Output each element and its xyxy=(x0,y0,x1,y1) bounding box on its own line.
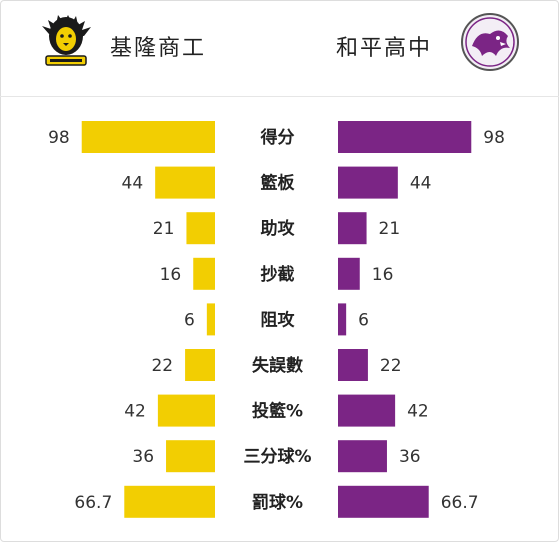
header: 基隆商工 和平高中 xyxy=(0,0,559,96)
value-label-left-7: 36 xyxy=(132,447,154,467)
value-label-right-0: 98 xyxy=(483,128,505,148)
category-label-8: 罰球% xyxy=(252,493,303,513)
value-label-left-2: 21 xyxy=(153,219,175,239)
bar-left-8 xyxy=(124,485,215,518)
bar-left-2 xyxy=(186,212,215,245)
value-label-left-4: 6 xyxy=(184,310,195,330)
bar-right-1 xyxy=(338,166,398,199)
value-label-left-6: 42 xyxy=(124,402,146,422)
value-label-right-3: 16 xyxy=(372,265,394,285)
bar-right-4 xyxy=(338,303,347,336)
value-label-left-8: 66.7 xyxy=(74,493,112,513)
header-divider xyxy=(0,96,559,97)
category-label-1: 籃板 xyxy=(260,173,296,194)
value-label-right-5: 22 xyxy=(380,356,402,376)
bar-left-4 xyxy=(206,303,215,336)
value-label-right-2: 21 xyxy=(379,219,401,239)
bar-right-7 xyxy=(338,440,387,473)
home-team-name: 基隆商工 xyxy=(110,36,207,61)
bar-right-6 xyxy=(338,394,396,427)
value-label-right-1: 44 xyxy=(410,174,432,194)
category-label-6: 投籃% xyxy=(252,401,303,422)
away-team-name: 和平高中 xyxy=(336,36,433,61)
category-label-0: 得分 xyxy=(260,127,295,148)
value-label-left-1: 44 xyxy=(122,174,144,194)
value-label-right-4: 6 xyxy=(358,310,369,330)
bar-left-6 xyxy=(157,394,215,427)
bar-left-7 xyxy=(166,440,215,473)
category-label-4: 阻攻 xyxy=(261,309,296,330)
lion-icon xyxy=(36,12,96,72)
bar-right-5 xyxy=(338,349,368,381)
value-label-left-5: 22 xyxy=(151,356,173,376)
bar-right-2 xyxy=(338,212,367,245)
bar-left-5 xyxy=(185,349,215,381)
value-label-right-8: 66.7 xyxy=(441,493,479,513)
dragon-icon xyxy=(460,12,520,72)
bar-left-0 xyxy=(81,121,215,153)
category-label-7: 三分球% xyxy=(243,447,311,467)
bar-left-3 xyxy=(193,257,215,290)
category-label-3: 抄截 xyxy=(261,264,295,285)
bar-right-3 xyxy=(338,257,360,290)
category-label-2: 助攻 xyxy=(261,218,296,239)
bar-left-1 xyxy=(155,166,215,199)
value-label-left-3: 16 xyxy=(160,265,182,285)
bar-right-8 xyxy=(338,485,429,518)
value-label-right-7: 36 xyxy=(399,447,421,467)
value-label-left-0: 98 xyxy=(48,128,70,148)
value-label-right-6: 42 xyxy=(407,402,429,422)
category-label-5: 失誤數 xyxy=(252,355,303,376)
bar-right-0 xyxy=(338,121,472,153)
